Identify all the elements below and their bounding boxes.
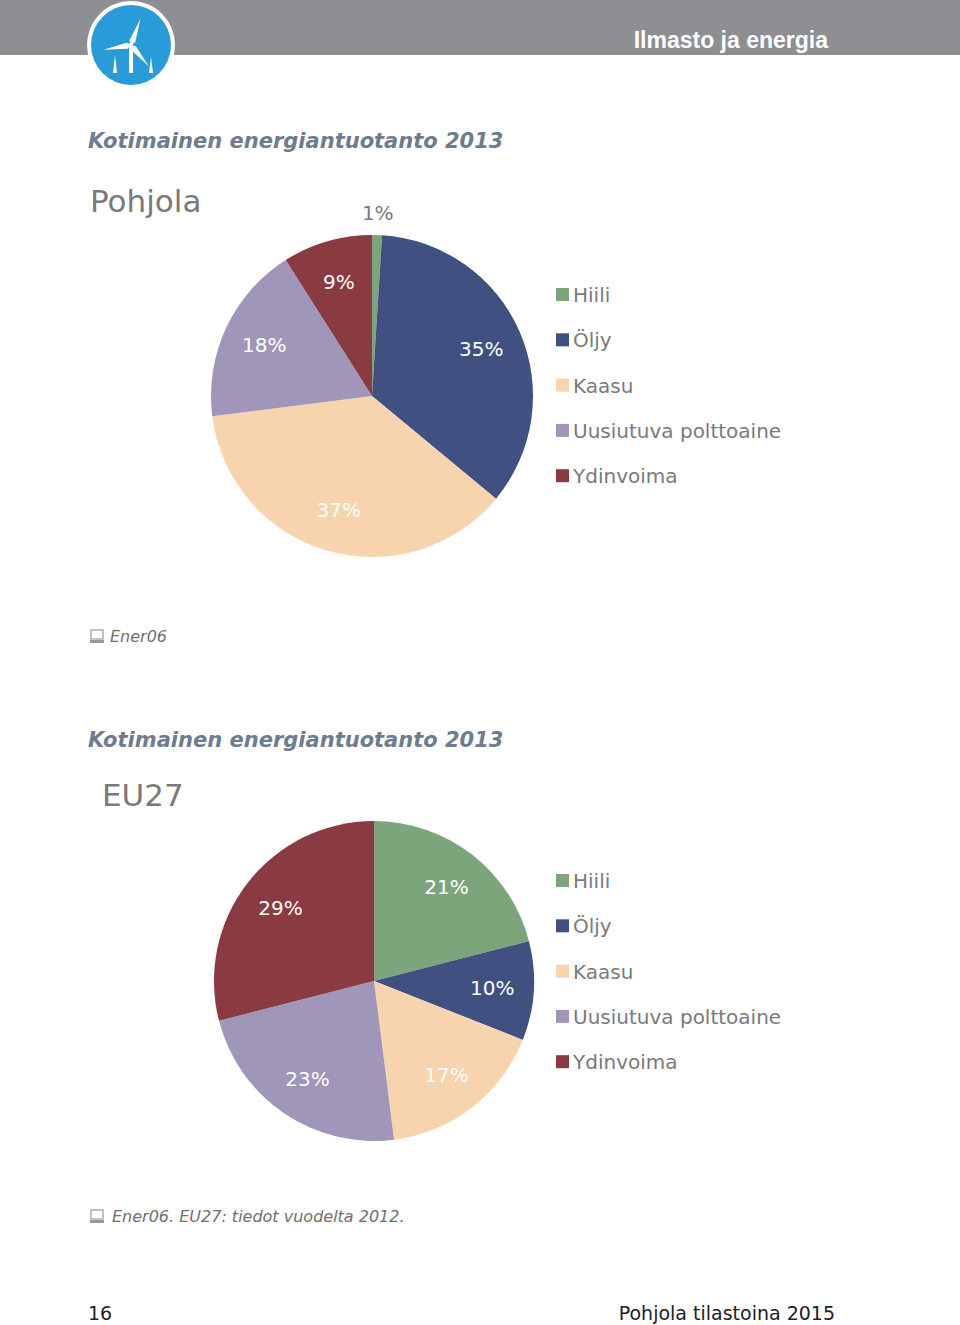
pie-slice bbox=[374, 981, 523, 1140]
legend-label: Ydinvoima bbox=[572, 464, 678, 488]
legend-item: Ydinvoima bbox=[556, 464, 678, 488]
legend-label: Öljy bbox=[573, 328, 612, 352]
legend: Hiili Öljy Kaasu Uusiutuva polttoaine Ydinvo… bbox=[556, 283, 781, 488]
chart-subtitle: Pohjola bbox=[90, 183, 201, 219]
legend-swatch bbox=[556, 424, 569, 437]
legend-label: Hiili bbox=[573, 869, 610, 893]
legend-label: Ydinvoima bbox=[572, 1050, 678, 1074]
data-label: 21% bbox=[424, 875, 468, 899]
legend-label: Kaasu bbox=[573, 374, 633, 398]
data-label: 9% bbox=[323, 270, 355, 294]
legend-swatch bbox=[556, 1010, 569, 1023]
chart: Kotimainen energiantuotanto 2013 Pohjola 1… bbox=[88, 129, 781, 646]
legend-label: Kaasu bbox=[573, 960, 633, 984]
page: Ilmasto ja energia Kotimainen energiantuo… bbox=[0, 0, 960, 1325]
data-label: 10% bbox=[470, 976, 514, 1000]
legend-item: Hiili bbox=[556, 869, 610, 893]
data-label: 18% bbox=[242, 333, 286, 357]
pie: 21% 10% 17% 23% 29% bbox=[214, 821, 534, 1141]
note-icon-screen bbox=[91, 1210, 103, 1219]
chart-title: Kotimainen energiantuotanto 2013 bbox=[88, 129, 503, 153]
footer-text: Pohjola tilastoina 2015 bbox=[619, 1302, 835, 1324]
note-icon-base bbox=[90, 640, 104, 643]
data-label: 1% bbox=[362, 201, 394, 225]
legend-label: Uusiutuva polttoaine bbox=[573, 419, 781, 443]
icon-blade bbox=[129, 43, 152, 68]
icon-circle bbox=[87, 1, 175, 89]
legend-swatch bbox=[556, 919, 569, 932]
legend-swatch bbox=[556, 965, 569, 978]
icon-circle-inner bbox=[91, 5, 171, 85]
chart: Kotimainen energiantuotanto 2013 EU27 21% 1… bbox=[88, 728, 781, 1226]
page-number: 16 bbox=[88, 1302, 112, 1324]
legend-item: Öljy bbox=[556, 914, 612, 938]
legend: Hiili Öljy Kaasu Uusiutuva polttoaine Ydinvo… bbox=[556, 869, 781, 1074]
note-icon-screen bbox=[91, 630, 103, 639]
icon-blade bbox=[128, 18, 143, 46]
legend-item: Uusiutuva polttoaine bbox=[556, 1005, 781, 1029]
legend-swatch bbox=[556, 1055, 569, 1068]
legend-swatch bbox=[556, 333, 569, 346]
legend-label: Öljy bbox=[573, 914, 612, 938]
legend-item: Ydinvoima bbox=[556, 1050, 678, 1074]
data-label: 29% bbox=[258, 896, 302, 920]
legend-swatch bbox=[556, 288, 569, 301]
pie-slice bbox=[212, 396, 496, 557]
chart-subtitle: EU27 bbox=[102, 777, 184, 813]
pie-slice bbox=[286, 235, 372, 396]
header-text: Ilmasto ja energia bbox=[634, 27, 829, 53]
legend-label: Uusiutuva polttoaine bbox=[573, 1005, 781, 1029]
note-icon-base bbox=[90, 1220, 104, 1223]
legend-swatch bbox=[556, 379, 569, 392]
chart-title: Kotimainen energiantuotanto 2013 bbox=[88, 728, 503, 752]
source-note: Ener06. EU27: tiedot vuodelta 2012. bbox=[112, 1207, 405, 1226]
legend-item: Hiili bbox=[556, 283, 610, 307]
legend-item: Kaasu bbox=[556, 374, 633, 398]
note-icon bbox=[90, 630, 104, 643]
icon-small-turbine bbox=[113, 55, 153, 73]
legend-item: Kaasu bbox=[556, 960, 633, 984]
legend-label: Hiili bbox=[573, 283, 610, 307]
icon-blade bbox=[103, 42, 132, 53]
data-label: 23% bbox=[285, 1067, 329, 1091]
data-label: 17% bbox=[424, 1063, 468, 1087]
note-icon bbox=[90, 1210, 104, 1223]
legend-item: Öljy bbox=[556, 328, 612, 352]
data-label: 35% bbox=[459, 337, 503, 361]
legend-swatch bbox=[556, 874, 569, 887]
pie-slice bbox=[214, 821, 374, 1021]
source-note: Ener06 bbox=[110, 627, 167, 646]
legend-item: Uusiutuva polttoaine bbox=[556, 419, 781, 443]
data-label: 37% bbox=[317, 498, 361, 522]
legend-swatch bbox=[556, 469, 569, 482]
header-icon bbox=[87, 1, 175, 89]
pie: 1% 35% 37% 18% 9% bbox=[211, 201, 533, 557]
